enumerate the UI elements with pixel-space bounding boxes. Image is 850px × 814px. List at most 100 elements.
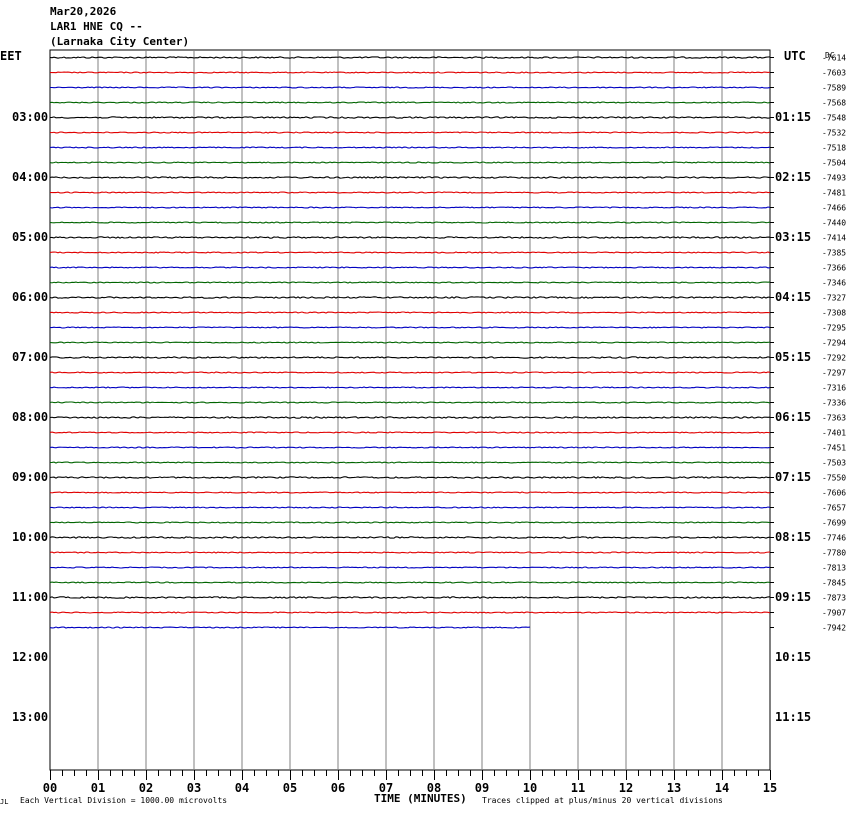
seismic-trace [49,176,771,179]
trace-dc-value: -7550 [822,474,846,483]
trace-dc-value: -7451 [822,444,846,453]
right-hour-label: 02:15 [775,170,811,184]
left-hour-label: 07:00 [12,350,48,364]
seismic-trace [49,461,771,464]
x-tick-label: 02 [139,781,153,795]
trace-dc-value: -7295 [822,324,846,333]
dc-header-label: DC [825,51,835,60]
clip-note: Traces clipped at plus/minus 20 vertical… [482,796,723,805]
seismic-trace [49,281,771,284]
trace-dc-value: -7603 [822,69,846,78]
seismic-trace [49,596,771,599]
x-tick-label: 10 [523,781,537,795]
vertical-division-note: Each Vertical Division = 1000.00 microvo… [20,796,228,805]
x-tick-label: 07 [379,781,393,795]
trace-dc-value: -7606 [822,489,846,498]
footer-left-mark: JL [0,798,9,806]
seismic-trace [49,161,771,164]
right-hour-label: 10:15 [775,650,811,664]
seismic-trace [49,491,771,494]
seismic-trace [49,326,771,329]
left-hour-label: 10:00 [12,530,48,544]
x-tick-label: 14 [715,781,729,795]
trace-dc-value: -7327 [822,294,846,303]
trace-dc-value: -7657 [822,504,846,513]
left-timezone-label: EET [0,49,22,63]
x-tick-label: 11 [571,781,585,795]
seismic-trace [49,536,771,539]
seismic-trace [49,401,771,404]
trace-dc-value: -7481 [822,189,846,198]
trace-dc-value: -7336 [822,399,846,408]
seismic-trace [49,266,771,269]
seismic-trace [49,71,771,74]
trace-dc-value: -7532 [822,129,846,138]
seismic-trace [49,566,771,569]
x-tick-label: 01 [91,781,105,795]
header-location: (Larnaka City Center) [50,35,190,48]
left-hour-label: 12:00 [12,650,48,664]
trace-dc-value: -7907 [822,609,846,618]
seismic-trace [49,476,771,479]
seismic-trace [49,146,771,149]
trace-dc-value: -7366 [822,264,846,273]
trace-dc-value: -7813 [822,564,846,573]
seismic-trace [49,356,771,359]
trace-dc-value: -7401 [822,429,846,438]
x-tick-label: 05 [283,781,297,795]
seismic-trace [49,446,771,449]
trace-dc-value: -7294 [822,339,846,348]
seismic-trace [49,131,771,134]
seismic-trace [49,311,771,314]
seismic-trace [49,116,771,119]
seismic-trace [49,191,771,194]
seismic-trace [49,101,771,104]
trace-dc-value: -7873 [822,594,846,603]
seismic-trace [49,611,771,614]
seismic-trace [49,431,771,434]
x-tick-label: 15 [763,781,777,795]
seismic-trace [49,506,771,509]
x-tick-label: 00 [43,781,57,795]
trace-dc-value: -7548 [822,114,846,123]
x-tick-label: 09 [475,781,489,795]
header-date: Mar20,2026 [50,5,117,18]
trace-dc-value: -7568 [822,99,846,108]
x-tick-label: 03 [187,781,201,795]
seismic-trace [49,551,771,554]
seismic-trace [49,341,771,344]
trace-dc-value: -7518 [822,144,846,153]
right-hour-label: 04:15 [775,290,811,304]
seismic-trace [49,416,771,419]
trace-dc-value: -7589 [822,84,846,93]
trace-dc-value: -7699 [822,519,846,528]
x-axis-title: TIME (MINUTES) [374,792,467,805]
seismic-trace [49,221,771,224]
left-hour-label: 06:00 [12,290,48,304]
seismic-trace [49,581,771,584]
left-hour-label: 05:00 [12,230,48,244]
trace-dc-value: -7292 [822,354,846,363]
seismic-trace [49,251,771,254]
right-hour-label: 07:15 [775,470,811,484]
right-hour-label: 08:15 [775,530,811,544]
seismic-trace [49,626,531,629]
x-tick-label: 08 [427,781,441,795]
right-hour-label: 11:15 [775,710,811,724]
seismic-trace [49,236,771,239]
trace-dc-value: -7493 [822,174,846,183]
trace-dc-value: -7746 [822,534,846,543]
left-hour-label: 08:00 [12,410,48,424]
right-hour-label: 06:15 [775,410,811,424]
x-tick-label: 12 [619,781,633,795]
trace-dc-value: -7504 [822,159,846,168]
right-hour-label: 03:15 [775,230,811,244]
x-tick-label: 06 [331,781,345,795]
seismic-trace [49,521,771,524]
x-tick-label: 04 [235,781,249,795]
left-hour-label: 13:00 [12,710,48,724]
seismic-trace [49,371,771,374]
seismic-trace [49,296,771,299]
right-timezone-label: UTC [784,49,806,63]
